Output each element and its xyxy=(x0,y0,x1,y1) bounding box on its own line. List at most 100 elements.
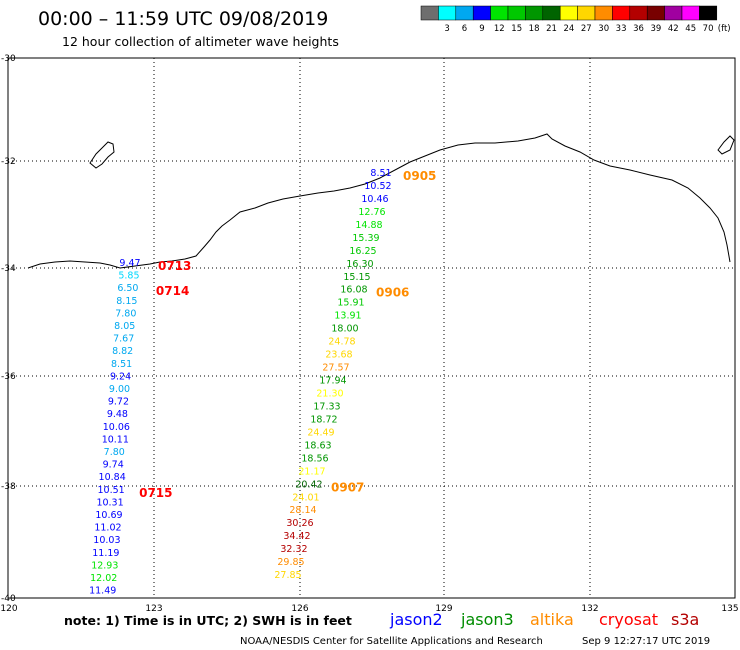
wave-height-value: 15.15 xyxy=(343,272,370,283)
plot-frame xyxy=(7,57,736,599)
legend-swatch xyxy=(420,5,439,21)
wave-height-value: 9.00 xyxy=(109,384,130,395)
legend-swatch xyxy=(559,5,578,21)
legend-label: 15 xyxy=(511,24,522,34)
wave-height-value: 10.46 xyxy=(361,194,388,205)
legend-label: 21 xyxy=(546,24,557,34)
wave-height-value: 7.80 xyxy=(115,308,136,319)
legend-swatch xyxy=(681,5,700,21)
wave-height-value: 27.85 xyxy=(274,570,301,581)
wave-height-value: 30.26 xyxy=(286,518,313,529)
wave-height-value: 8.51 xyxy=(370,168,391,179)
wave-height-value: 14.88 xyxy=(355,220,382,231)
wave-height-value: 11.49 xyxy=(89,586,116,597)
legend-label: 39 xyxy=(650,24,661,34)
lon-label: 123 xyxy=(145,604,162,614)
wave-height-value: 17.94 xyxy=(319,376,346,387)
legend-label: 9 xyxy=(479,24,484,34)
wave-height-value: 24.01 xyxy=(292,492,319,503)
pass-time-label: 0713 xyxy=(158,259,191,273)
longitude-labels: 120 123 126 129 132 135 xyxy=(0,604,738,614)
wave-height-value: 9.74 xyxy=(103,460,124,471)
wave-height-value: 18.72 xyxy=(310,414,337,425)
lat-label: -32 xyxy=(1,157,16,167)
coastline xyxy=(27,133,735,269)
legend-label: 30 xyxy=(598,24,609,34)
wave-height-value: 12.76 xyxy=(358,207,385,218)
wave-height-value: 13.91 xyxy=(334,311,361,322)
lon-label: 120 xyxy=(0,604,17,614)
legend-swatch xyxy=(699,5,718,21)
legend-label: 70 xyxy=(703,24,714,34)
pass-time-label: 0907 xyxy=(331,480,364,494)
legend-label: 33 xyxy=(616,24,627,34)
legend-label: 3 xyxy=(444,24,449,34)
wave-height-value: 16.08 xyxy=(340,285,367,296)
satellite-name: jason3 xyxy=(460,610,514,629)
legend-swatch xyxy=(629,5,648,21)
legend-label: 36 xyxy=(633,24,644,34)
lon-label: 129 xyxy=(435,604,452,614)
wave-height-value: 24.49 xyxy=(307,427,334,438)
wave-height-value: 12.02 xyxy=(90,573,117,584)
legend-label: 45 xyxy=(685,24,696,34)
wave-height-value: 10.03 xyxy=(93,535,120,546)
legend-swatch xyxy=(542,5,561,21)
legend-swatch xyxy=(664,5,683,21)
wave-height-value: 24.78 xyxy=(328,337,355,348)
color-legend: 3 6 9 12 15 18 21 24 27 30 33 36 39 42 45 70 (ft) xyxy=(420,5,731,34)
wave-height-value: 10.84 xyxy=(99,472,126,483)
wave-height-value: 5.85 xyxy=(118,271,139,282)
wave-height-value: 6.50 xyxy=(117,283,138,294)
satellite-name: jason2 xyxy=(389,610,443,629)
wave-height-value: 8.15 xyxy=(116,296,137,307)
pass-time-label: 0905 xyxy=(403,169,436,183)
lat-label: -38 xyxy=(1,482,16,492)
lon-label: 126 xyxy=(291,604,308,614)
wave-height-value: 15.91 xyxy=(337,298,364,309)
wave-height-value: 21.30 xyxy=(316,388,343,399)
wave-height-value: 11.19 xyxy=(92,548,119,559)
legend-label: 18 xyxy=(529,24,540,34)
legend-swatch xyxy=(646,5,665,21)
wave-height-value: 10.69 xyxy=(95,510,122,521)
pass-time-label: 0715 xyxy=(139,486,172,500)
legend-swatch xyxy=(612,5,631,21)
wave-height-value: 18.63 xyxy=(304,440,331,451)
footer-note: note: 1) Time is in UTC; 2) SWH is in fe… xyxy=(64,613,352,628)
wave-height-value: 16.30 xyxy=(346,259,373,270)
wave-height-value: 17.33 xyxy=(313,401,340,412)
wave-height-value: 21.17 xyxy=(298,466,325,477)
wave-height-value: 15.39 xyxy=(352,233,379,244)
lat-label: -40 xyxy=(1,594,16,604)
wave-height-value: 12.93 xyxy=(91,560,118,571)
wave-height-value: 9.24 xyxy=(110,371,131,382)
pass-time-label: 0906 xyxy=(376,286,409,300)
wave-height-value: 7.67 xyxy=(113,334,134,345)
wave-height-value: 11.02 xyxy=(94,523,121,534)
track-west: 9.475.856.508.157.808.057.678.828.519.24… xyxy=(89,258,191,597)
wave-height-value: 7.80 xyxy=(104,447,125,458)
wave-height-value: 9.47 xyxy=(119,258,140,269)
wave-height-value: 32.32 xyxy=(280,544,307,555)
wave-height-value: 10.11 xyxy=(102,434,129,445)
wave-height-value: 9.48 xyxy=(107,409,128,420)
satellite-legend: jason2 jason3 altika cryosat s3a xyxy=(389,610,699,629)
wave-height-value: 28.14 xyxy=(289,505,316,516)
legend-swatch xyxy=(594,5,613,21)
track-east: 8.51 10.52 10.46 12.76 14.88 15.39 16.25 16.30 1… xyxy=(274,168,436,581)
legend-swatch xyxy=(525,5,544,21)
wave-height-value: 8.51 xyxy=(111,359,132,370)
legend-label: 42 xyxy=(668,24,679,34)
lon-label: 135 xyxy=(721,604,738,614)
wave-height-value: 10.31 xyxy=(96,497,123,508)
legend-unit: (ft) xyxy=(718,24,731,34)
legend-swatch xyxy=(472,5,491,21)
legend-swatch xyxy=(455,5,474,21)
wave-height-value: 20.42 xyxy=(295,479,322,490)
legend-swatch xyxy=(490,5,509,21)
wave-height-value: 18.56 xyxy=(301,453,328,464)
legend-label: 24 xyxy=(563,24,574,34)
lat-label: -34 xyxy=(1,264,16,274)
